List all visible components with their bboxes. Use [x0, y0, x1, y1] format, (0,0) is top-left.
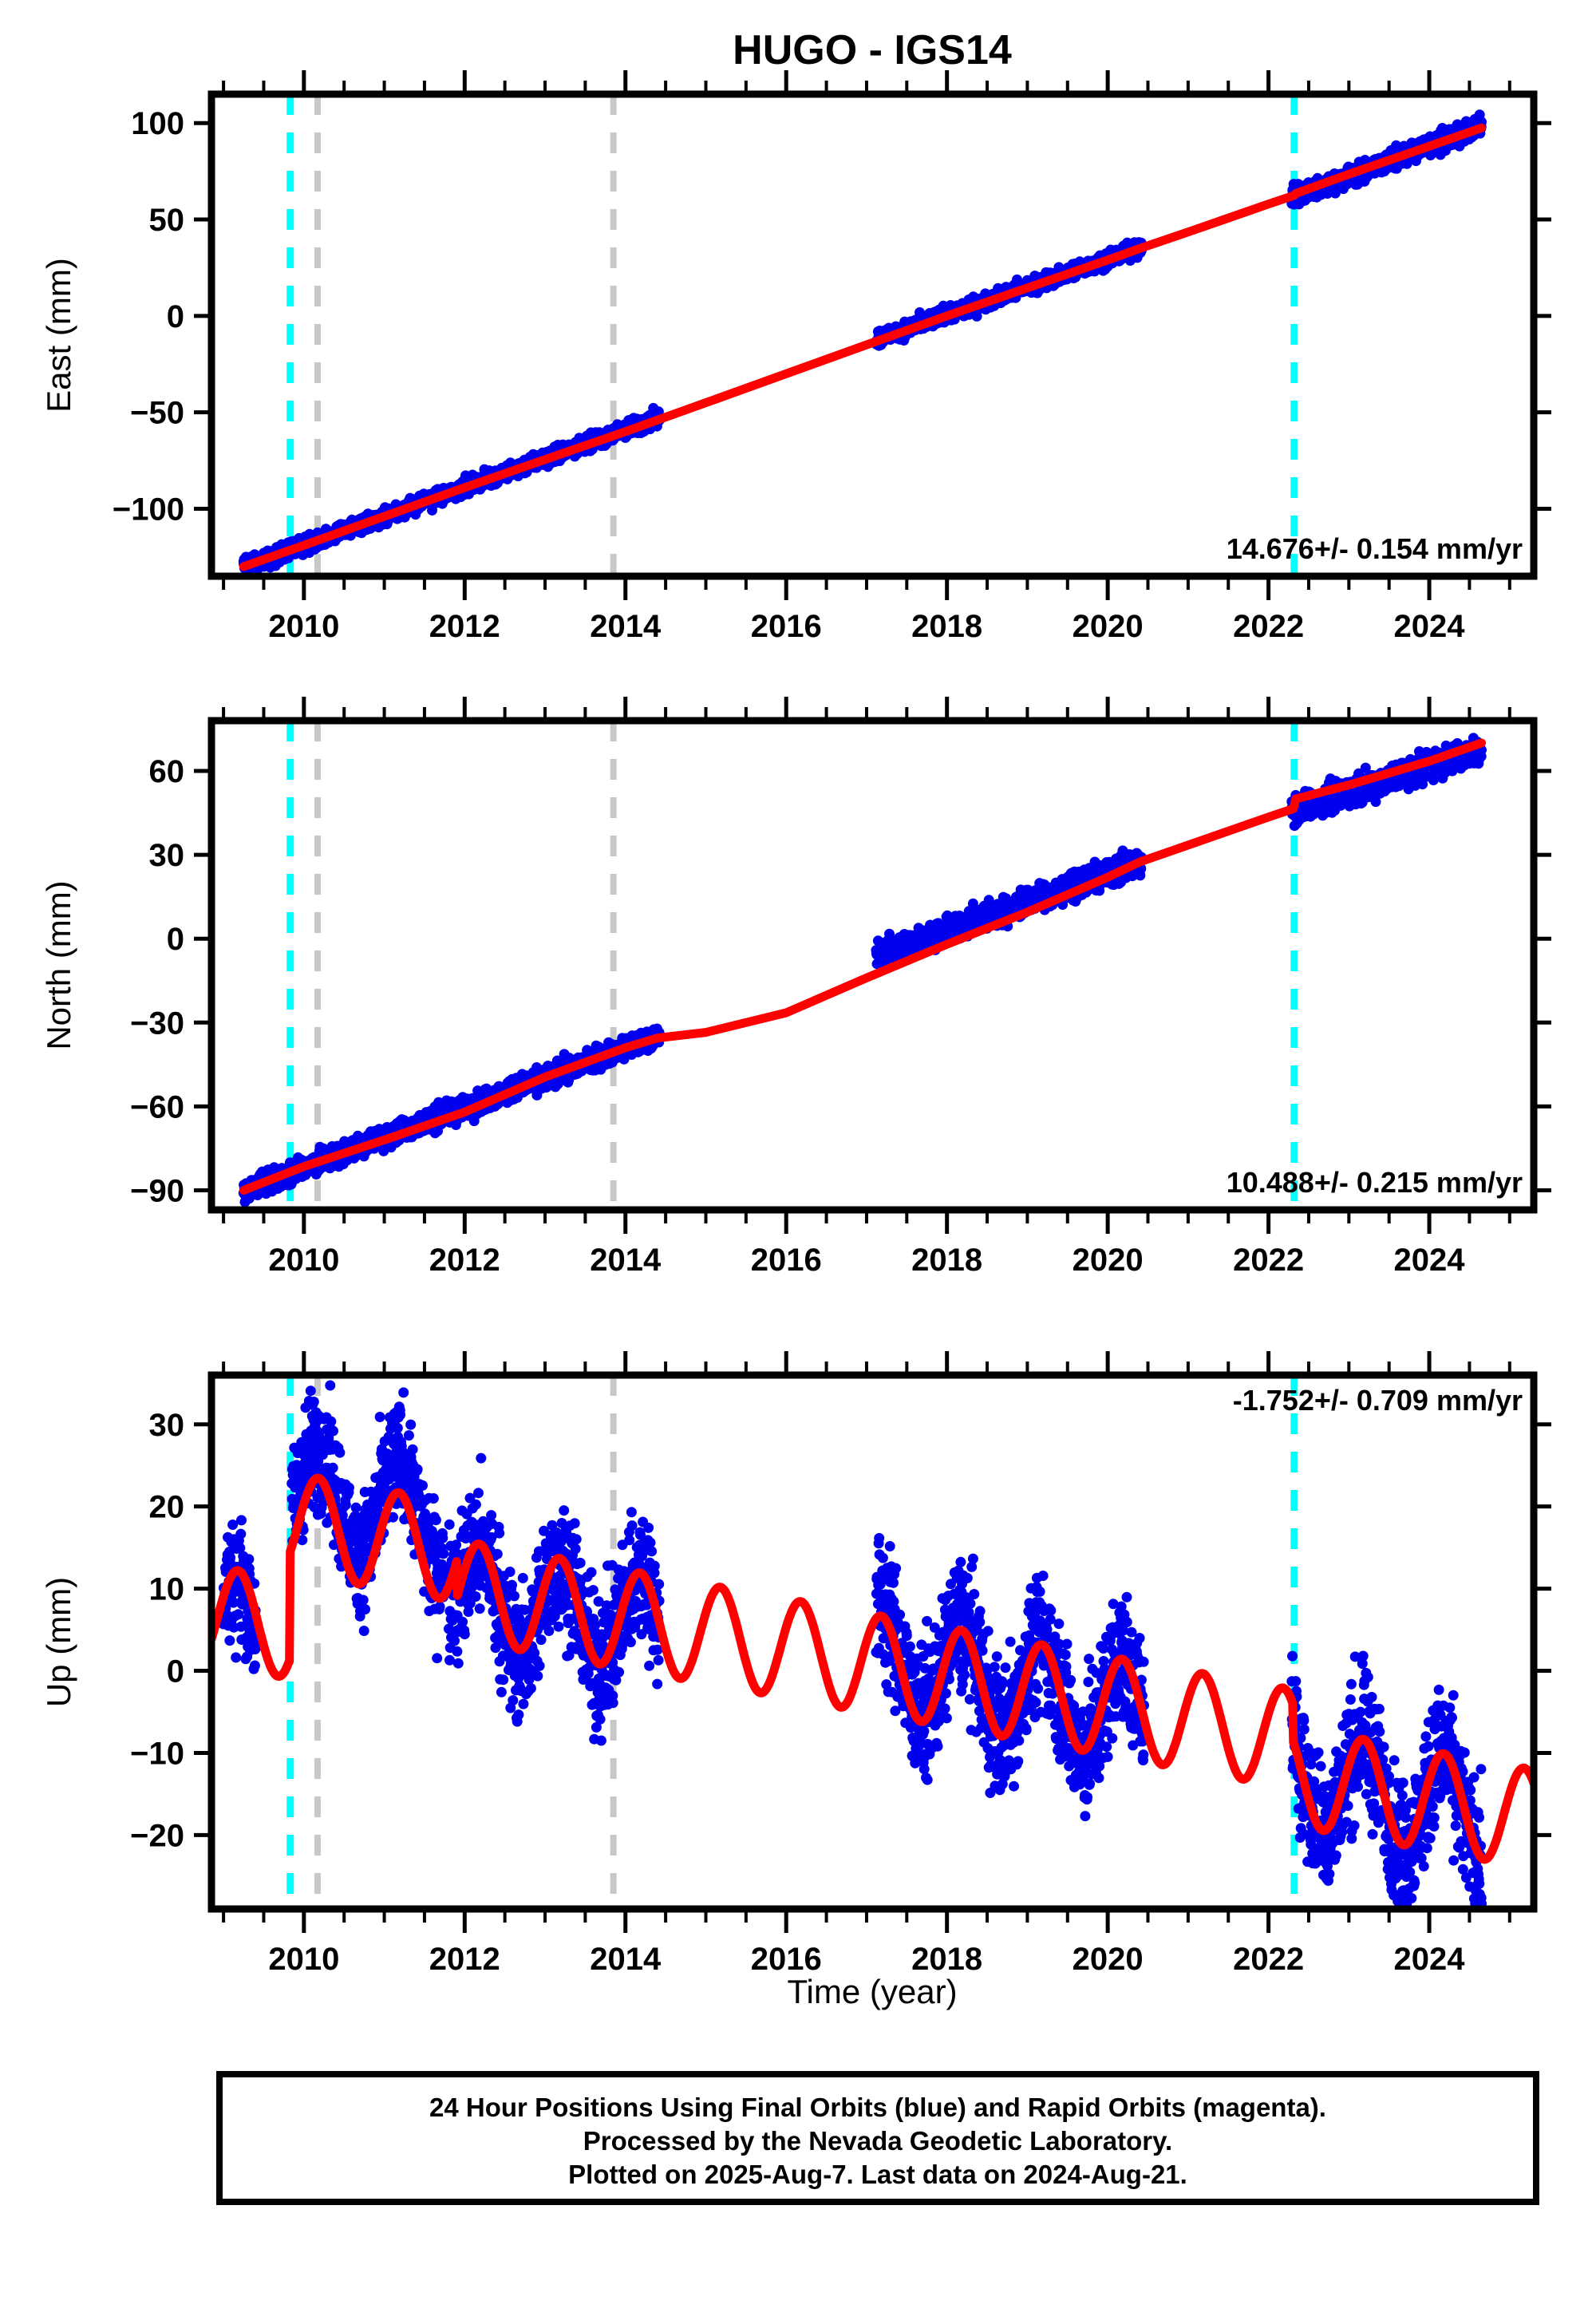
ytick-label-east-3: 50 — [149, 203, 185, 238]
ytick-label-east-2: 0 — [167, 299, 184, 334]
xtick-label-east-1: 2012 — [429, 609, 500, 644]
xtick-label-east-3: 2016 — [751, 609, 822, 644]
panel-content-north — [238, 721, 1487, 1210]
yaxis-title-east: East (mm) — [40, 258, 77, 413]
xtick-label-east-5: 2020 — [1073, 609, 1144, 644]
ytick-label-east-0: −100 — [113, 492, 184, 527]
xtick-label-east-4: 2018 — [911, 609, 982, 644]
xtick-label-east-7: 2024 — [1394, 609, 1466, 644]
rate-label-east: 14.676+/- 0.154 mm/yr — [1227, 532, 1523, 565]
plot-frame-east — [207, 90, 1538, 580]
xtick-label-east-2: 2014 — [590, 609, 662, 644]
ytick-label-east-1: −50 — [130, 396, 184, 431]
data-point — [433, 1097, 444, 1108]
data-points-north — [238, 733, 1487, 1207]
xtick-label-east-0: 2010 — [268, 609, 339, 644]
model-fit-line-east — [239, 123, 1486, 571]
ytick-label-east-4: 100 — [131, 106, 184, 141]
xtick-label-east-6: 2022 — [1233, 609, 1304, 644]
panel-content-east — [238, 94, 1487, 576]
panel-east: −100 −50 0 50 100 East (mm) 2010 2012 2014 2016 20… — [40, 70, 1551, 644]
